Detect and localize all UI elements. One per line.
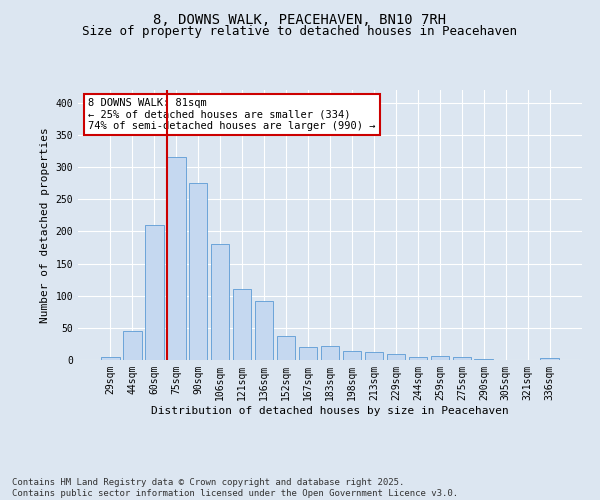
X-axis label: Distribution of detached houses by size in Peacehaven: Distribution of detached houses by size … xyxy=(151,406,509,415)
Text: 8, DOWNS WALK, PEACEHAVEN, BN10 7RH: 8, DOWNS WALK, PEACEHAVEN, BN10 7RH xyxy=(154,12,446,26)
Bar xyxy=(211,244,229,360)
Bar xyxy=(541,358,559,360)
Bar xyxy=(145,225,164,360)
Bar xyxy=(277,336,295,360)
Bar xyxy=(386,354,405,360)
Bar xyxy=(343,351,361,360)
Bar xyxy=(255,301,274,360)
Bar xyxy=(233,290,251,360)
Y-axis label: Number of detached properties: Number of detached properties xyxy=(40,127,50,323)
Text: 8 DOWNS WALK: 81sqm
← 25% of detached houses are smaller (334)
74% of semi-detac: 8 DOWNS WALK: 81sqm ← 25% of detached ho… xyxy=(88,98,376,132)
Bar xyxy=(475,358,493,360)
Bar xyxy=(167,158,185,360)
Bar xyxy=(189,183,208,360)
Bar xyxy=(320,346,340,360)
Bar xyxy=(123,331,142,360)
Text: Size of property relative to detached houses in Peacehaven: Size of property relative to detached ho… xyxy=(83,25,517,38)
Bar xyxy=(452,358,471,360)
Bar xyxy=(365,352,383,360)
Bar xyxy=(409,358,427,360)
Bar xyxy=(431,356,449,360)
Bar xyxy=(299,346,317,360)
Bar xyxy=(101,357,119,360)
Text: Contains HM Land Registry data © Crown copyright and database right 2025.
Contai: Contains HM Land Registry data © Crown c… xyxy=(12,478,458,498)
